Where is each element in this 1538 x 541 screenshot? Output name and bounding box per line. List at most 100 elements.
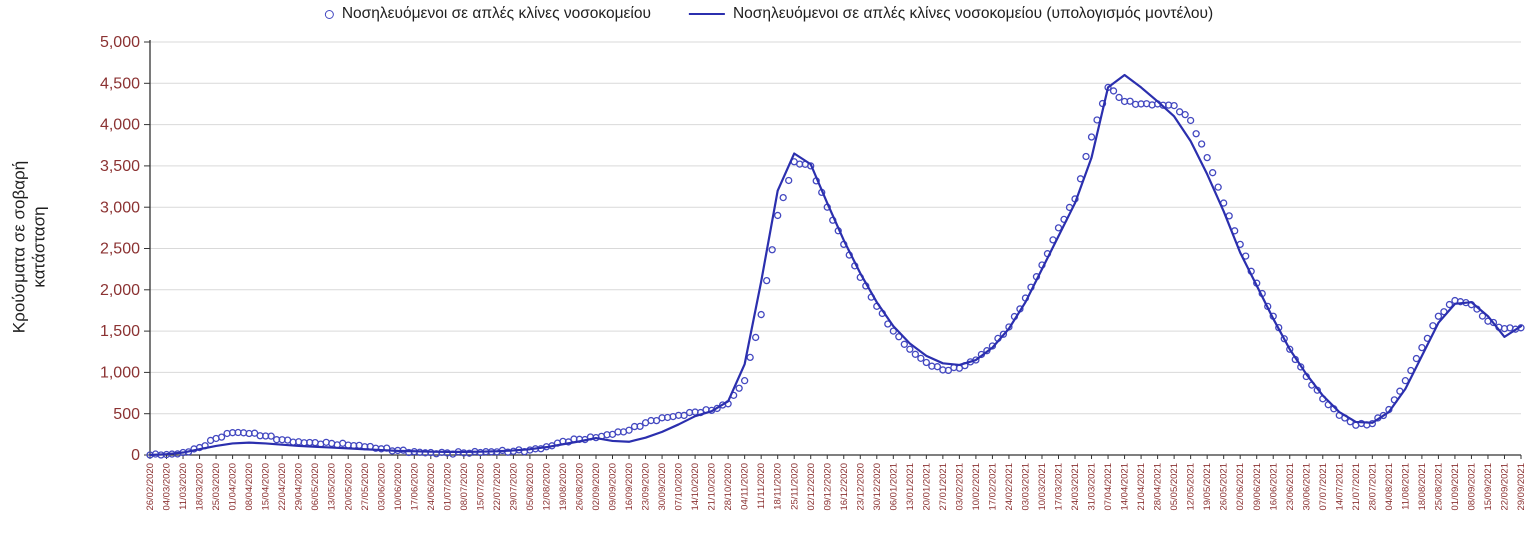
x-tick-label: 08/09/2021 [1466,463,1477,511]
observed-point [1109,87,1118,95]
observed-point [625,426,633,434]
observed-point [1286,345,1294,353]
observed-point [889,327,897,335]
x-tick-label: 16/09/2020 [624,463,635,511]
x-tick-label: 10/03/2021 [1037,463,1048,511]
observed-point [741,377,749,385]
observed-point [1379,411,1387,420]
chart-legend: Νοσηλευόμενοι σε απλές κλίνες νοσοκομείο… [324,5,1213,23]
x-tick-label: 20/01/2021 [921,463,932,511]
observed-point [999,330,1008,338]
x-tick-label: 24/02/2021 [1004,463,1015,511]
x-tick-label: 08/04/2020 [244,463,255,511]
observed-point [1082,152,1090,161]
x-tick-label: 14/07/2021 [1334,463,1345,511]
x-tick-label: 12/08/2020 [541,463,552,511]
open-circle-marker-icon [324,9,334,19]
observed-point [1186,116,1195,125]
x-tick-label: 28/07/2021 [1367,463,1378,511]
observed-point [652,416,661,425]
observed-point [807,162,815,170]
observed-point [774,211,782,220]
observed-point [768,246,776,254]
x-tick-label: 30/06/2021 [1301,463,1312,511]
x-tick-label: 02/12/2020 [806,463,817,511]
observed-point [1280,335,1288,343]
observed-point [1214,183,1222,191]
observed-point [267,432,275,440]
x-tick-label: 25/11/2020 [789,463,800,510]
x-tick-label: 04/08/2021 [1384,463,1395,511]
x-tick-label: 11/08/2021 [1400,463,1411,510]
x-tick-label: 15/07/2020 [475,463,486,511]
x-tick-label: 26/05/2021 [1219,463,1230,511]
x-tick-label: 14/04/2021 [1120,463,1131,511]
x-tick-label: 29/09/2021 [1516,463,1527,511]
x-tick-label: 05/05/2021 [1169,463,1180,511]
x-tick-label: 02/09/2020 [591,463,602,511]
x-tick-label: 07/04/2021 [1103,463,1114,511]
x-tick-label: 19/05/2021 [1202,463,1213,511]
x-tick-label: 27/01/2021 [938,463,949,511]
observed-point [779,193,787,202]
x-tick-label: 13/01/2021 [905,463,916,511]
observed-point [763,276,771,285]
observed-point [906,345,914,353]
x-tick-label: 21/07/2021 [1351,463,1362,511]
x-tick-label: 01/04/2020 [228,463,239,511]
x-tick-label: 14/10/2020 [690,463,701,511]
x-tick-label: 29/07/2020 [508,463,519,511]
x-tick-label: 02/06/2021 [1235,463,1246,511]
x-tick-label: 24/03/2021 [1070,463,1081,511]
observed-point [900,340,908,348]
observed-point [1209,169,1217,177]
observed-point [933,363,942,371]
observed-point [746,353,754,362]
x-tick-label: 11/03/2020 [178,463,189,510]
y-tick-label: 2,500 [100,241,140,258]
observed-point [1087,133,1096,141]
y-tick-label: 3,500 [100,158,140,175]
observed-point [217,433,226,441]
observed-point [911,350,919,358]
legend-item-model: Νοσηλευόμενοι σε απλές κλίνες νοσοκομείο… [688,5,1213,23]
line-marker-icon [688,13,725,15]
x-tick-label: 21/10/2020 [707,463,718,511]
x-tick-label: 18/03/2020 [195,463,206,511]
observed-point [895,333,903,341]
observed-point [735,384,743,392]
x-tick-label: 17/02/2021 [987,463,998,511]
x-tick-label: 07/07/2021 [1318,463,1329,511]
x-tick-label: 17/06/2020 [409,463,420,511]
x-tick-label: 18/08/2021 [1417,463,1428,511]
x-tick-label: 08/07/2020 [459,463,470,511]
observed-point [1445,300,1454,309]
observed-point [1175,108,1184,116]
x-tick-label: 03/02/2021 [954,463,965,511]
x-tick-label: 26/02/2020 [145,463,156,511]
observed-point [1434,312,1443,320]
x-tick-label: 13/05/2020 [327,463,338,511]
x-tick-label: 10/02/2021 [971,463,982,511]
x-tick-label: 30/12/2020 [872,463,883,511]
observed-point [1478,312,1487,320]
x-tick-label: 22/04/2020 [277,463,288,511]
y-axis-title: Κρούσματα σε σοβαρή κατάσταση [9,160,49,334]
x-tick-label: 31/03/2021 [1087,463,1098,511]
x-tick-label: 06/01/2021 [888,463,899,511]
x-tick-label: 26/08/2020 [575,463,586,511]
x-tick-label: 21/04/2021 [1136,463,1147,511]
observed-point [1192,130,1200,138]
observed-point [922,358,930,367]
x-tick-label: 25/03/2020 [211,463,222,511]
x-tick-label: 23/12/2020 [855,463,866,511]
observed-point [680,411,688,420]
x-tick-label: 22/09/2021 [1500,463,1511,511]
x-tick-label: 15/04/2020 [261,463,272,511]
x-tick-label: 24/06/2020 [426,463,437,511]
x-tick-label: 09/09/2020 [608,463,619,511]
x-tick-label: 01/07/2020 [442,463,453,511]
x-tick-label: 25/08/2021 [1433,463,1444,511]
